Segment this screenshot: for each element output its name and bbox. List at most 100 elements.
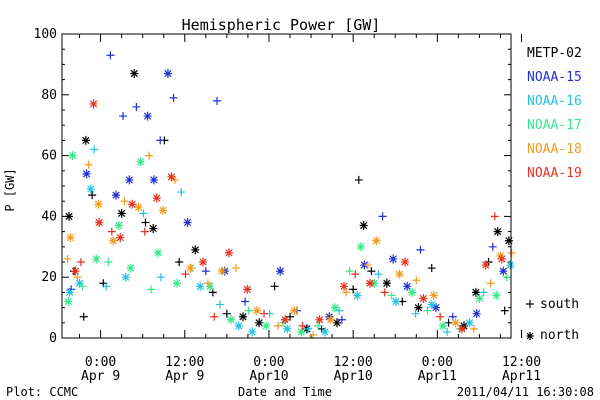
data-point-south bbox=[500, 306, 509, 315]
data-point-north bbox=[149, 175, 158, 185]
y-tick-label: 60 bbox=[41, 149, 57, 164]
data-point-south bbox=[106, 51, 115, 60]
data-point-south bbox=[119, 112, 128, 121]
data-point-north bbox=[315, 315, 324, 325]
data-point-north bbox=[365, 278, 374, 288]
data-point-south bbox=[139, 209, 148, 218]
x-tick-date-label: Apr10 bbox=[334, 369, 373, 384]
data-point-north bbox=[109, 236, 118, 246]
data-point-north bbox=[353, 290, 362, 300]
data-point-north bbox=[429, 290, 438, 300]
data-point-north bbox=[333, 318, 342, 328]
data-point-north bbox=[471, 287, 480, 297]
data-point-north bbox=[125, 175, 134, 185]
marker-symbol-north bbox=[526, 332, 534, 340]
data-point-north bbox=[253, 306, 262, 316]
y-tick-label: 20 bbox=[41, 270, 57, 285]
marker-legend: south north bbox=[526, 297, 579, 343]
data-point-north bbox=[199, 257, 208, 267]
data-point-north bbox=[401, 257, 410, 267]
legend-entry: NOAA-19 bbox=[527, 166, 582, 181]
data-point-north bbox=[149, 224, 158, 234]
data-point-north bbox=[224, 248, 233, 258]
data-point-north bbox=[496, 251, 505, 261]
data-point-north bbox=[130, 69, 139, 79]
data-point-north bbox=[330, 303, 339, 313]
data-point-north bbox=[152, 193, 161, 203]
data-point-south bbox=[78, 282, 87, 291]
data-point-south bbox=[427, 264, 436, 273]
x-tick-time-label: 12:00 bbox=[502, 355, 541, 370]
data-point-north bbox=[167, 172, 176, 182]
data-point-north bbox=[497, 254, 506, 264]
data-point-south bbox=[374, 270, 383, 279]
data-point-north bbox=[356, 242, 365, 252]
data-point-north bbox=[481, 260, 490, 270]
data-point-north bbox=[159, 205, 168, 215]
data-point-north bbox=[262, 321, 271, 331]
data-point-south bbox=[76, 258, 85, 266]
data-point-south bbox=[156, 273, 165, 282]
data-point-south bbox=[469, 324, 478, 333]
data-point-south bbox=[104, 258, 113, 266]
data-point-north bbox=[506, 260, 515, 270]
data-point-south bbox=[102, 282, 111, 291]
data-point-north bbox=[134, 202, 143, 212]
data-point-north bbox=[154, 248, 163, 258]
data-points bbox=[63, 51, 516, 339]
data-point-south bbox=[213, 96, 222, 105]
data-point-north bbox=[248, 327, 257, 337]
data-point-south bbox=[274, 321, 283, 330]
data-point-north bbox=[255, 318, 264, 328]
data-point-north bbox=[65, 211, 74, 221]
data-point-north bbox=[112, 190, 121, 200]
data-point-north bbox=[283, 324, 292, 334]
data-point-north bbox=[370, 278, 379, 288]
data-point-north bbox=[431, 303, 440, 313]
data-point-south bbox=[335, 306, 344, 315]
y-tick-label: 100 bbox=[34, 27, 57, 42]
data-point-north bbox=[126, 263, 135, 273]
data-point-south bbox=[270, 282, 279, 291]
data-point-north bbox=[191, 245, 200, 255]
data-point-south bbox=[63, 254, 72, 263]
data-point-north bbox=[290, 306, 299, 316]
data-point-south bbox=[349, 285, 358, 294]
x-tick-time-label: 0:00 bbox=[253, 355, 284, 370]
data-point-south bbox=[345, 267, 354, 276]
data-point-south bbox=[88, 191, 97, 200]
data-point-north bbox=[326, 315, 335, 325]
y-tick-label: 80 bbox=[41, 88, 57, 103]
data-point-north bbox=[451, 318, 460, 328]
data-point-south bbox=[314, 321, 323, 330]
marker-legend-label: south bbox=[540, 297, 579, 312]
marker-symbol-south bbox=[526, 300, 534, 308]
data-point-south bbox=[177, 188, 186, 197]
data-point-north bbox=[403, 281, 412, 291]
data-point-south bbox=[141, 218, 150, 227]
data-point-south bbox=[241, 297, 250, 306]
data-point-south bbox=[304, 324, 313, 333]
data-point-south bbox=[412, 276, 421, 285]
x-tick-time-label: 0:00 bbox=[422, 355, 453, 370]
data-point-south bbox=[140, 227, 149, 236]
data-point-north bbox=[89, 99, 98, 109]
data-point-north bbox=[395, 269, 404, 279]
data-point-north bbox=[82, 169, 91, 179]
data-point-north bbox=[65, 287, 74, 297]
data-point-north bbox=[116, 233, 125, 243]
data-point-north bbox=[128, 199, 137, 209]
data-point-north bbox=[64, 297, 73, 307]
data-point-south bbox=[84, 160, 93, 169]
data-point-south bbox=[120, 197, 129, 206]
data-point-south bbox=[479, 288, 488, 297]
data-point-north bbox=[92, 254, 101, 264]
data-point-south bbox=[490, 212, 499, 221]
y-axis-label: P [GW] bbox=[3, 168, 17, 211]
data-point-north bbox=[234, 321, 243, 331]
plot-credit: Plot: CCMC bbox=[6, 385, 78, 399]
data-point-north bbox=[475, 293, 484, 303]
x-tick-time-label: 12:00 bbox=[334, 355, 373, 370]
data-point-south bbox=[175, 258, 184, 266]
